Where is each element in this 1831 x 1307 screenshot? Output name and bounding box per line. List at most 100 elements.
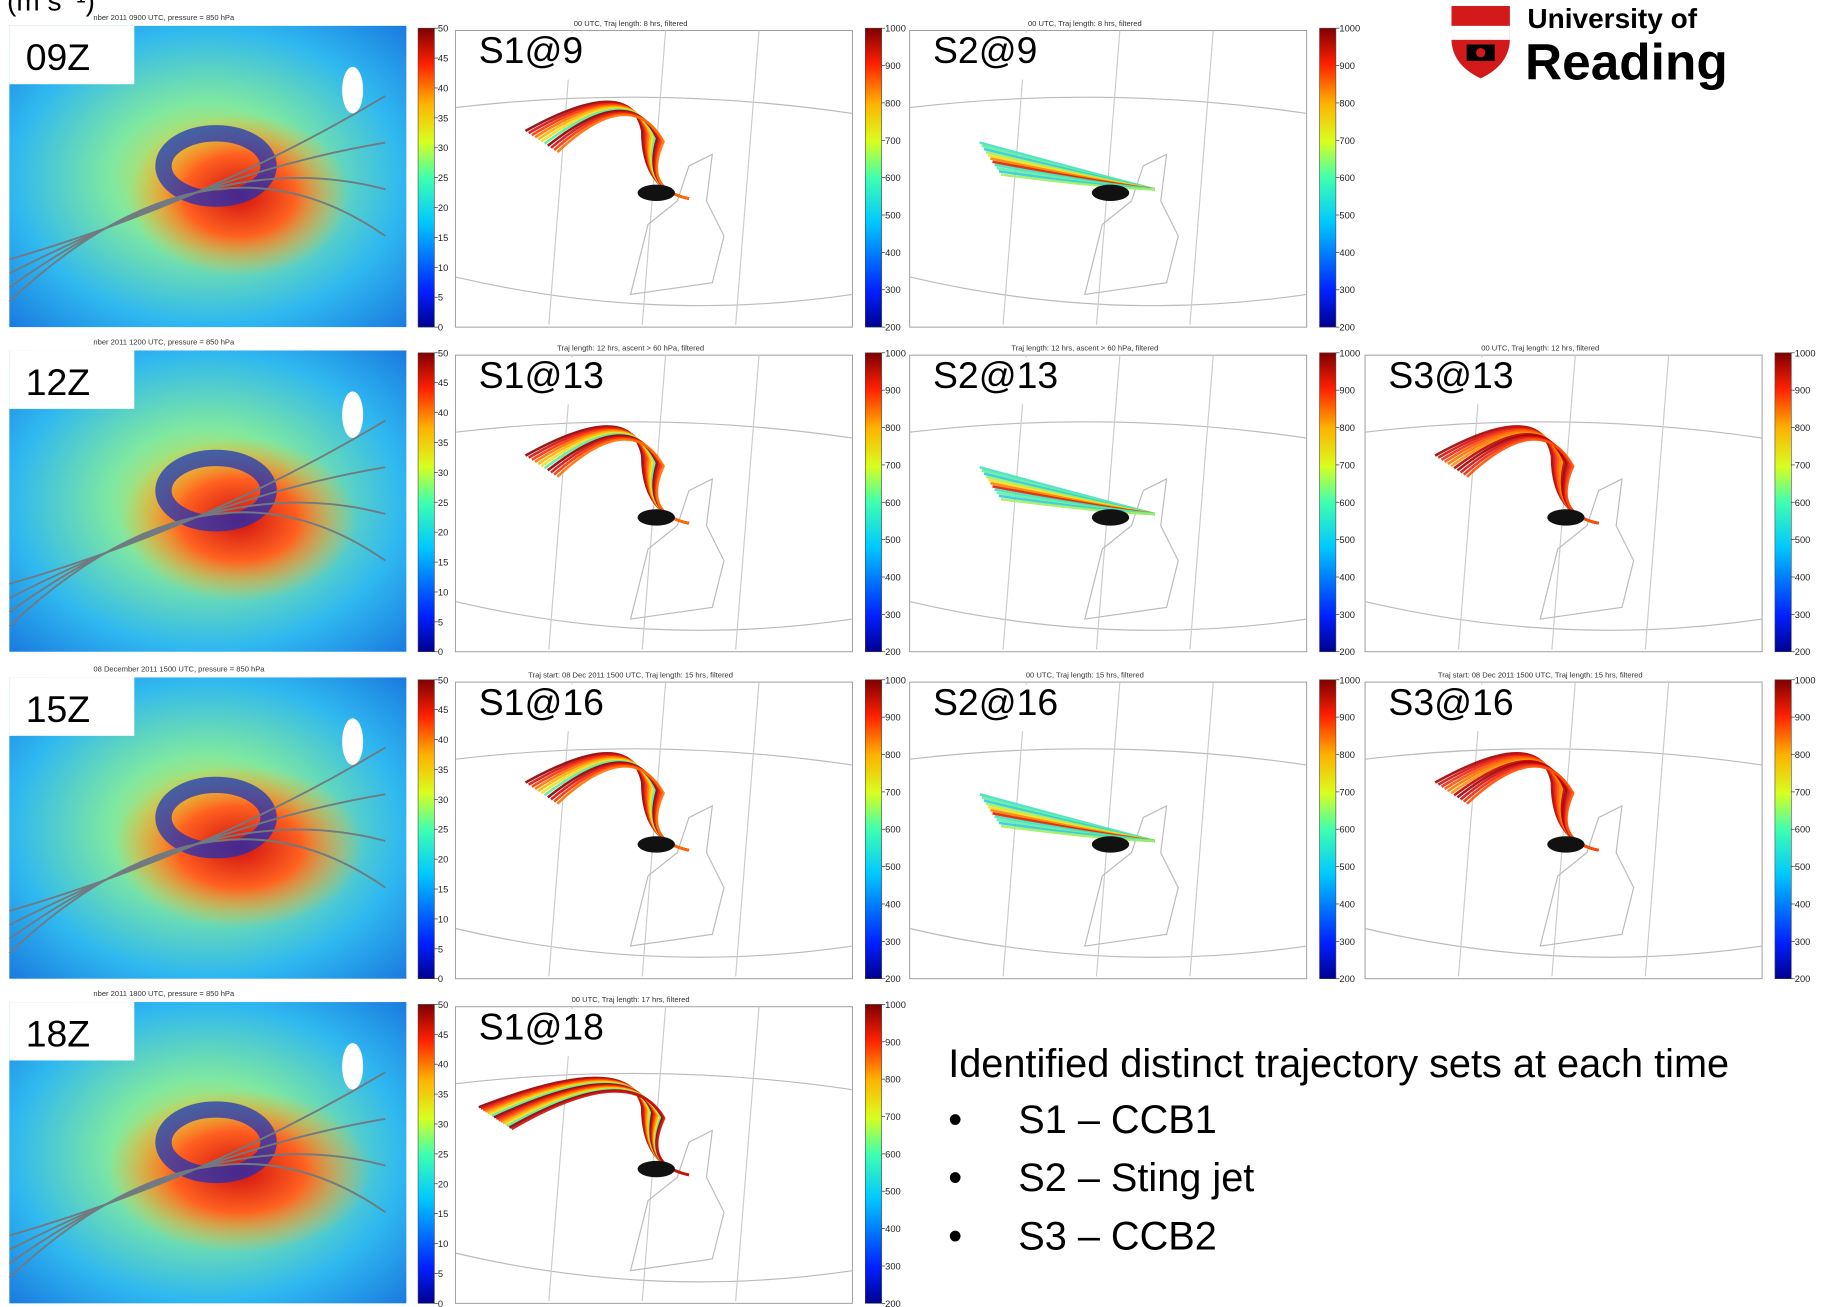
colorbar-tick-label: 500 — [885, 211, 901, 221]
colorbar-tick-label: 35 — [438, 113, 448, 123]
colorbar-tick-label: 300 — [885, 1261, 901, 1271]
map-caption: nber 2011 1800 UTC, pressure = 850 hPa — [93, 989, 235, 998]
notes-heading: Identified distinct trajectory sets at e… — [948, 1042, 1729, 1086]
colorbar — [1775, 680, 1791, 979]
colorbar — [865, 353, 881, 652]
colorbar-tick-label: 20 — [438, 203, 448, 213]
colorbar-tick-label: 400 — [885, 573, 901, 583]
note-item: S3 – CCB2 — [1018, 1215, 1217, 1259]
colorbar-tick-label: 30 — [438, 1119, 448, 1129]
colorbar-tick-label: 400 — [1795, 899, 1811, 909]
panel-caption: 00 UTC, Traj length: 15 hrs, filtered — [1026, 670, 1144, 679]
colorbar-tick-label: 300 — [885, 285, 901, 295]
colorbar-tick-label: 5 — [438, 293, 443, 303]
logo-rose — [1476, 48, 1485, 57]
colorbar-tick-label: 1000 — [885, 1000, 906, 1010]
panel-caption: Traj length: 12 hrs, ascent > 60 hPa, fi… — [1011, 343, 1158, 352]
start-region — [1547, 836, 1584, 852]
colorbar-tick-label: 900 — [1339, 386, 1355, 396]
colorbar-tick-label: 800 — [885, 1075, 901, 1085]
start-region — [1092, 509, 1129, 525]
colorbar-tick-label: 1000 — [1339, 24, 1360, 34]
colorbar-tick-label: 600 — [885, 498, 901, 508]
panel-label: S1@18 — [479, 1005, 604, 1047]
colorbar-tick-label: 500 — [1339, 862, 1355, 872]
colorbar-tick-label: 50 — [438, 348, 448, 358]
colorbar — [865, 680, 881, 979]
colorbar-tick-label: 40 — [438, 735, 448, 745]
colorbar-tick-label: 25 — [438, 498, 448, 508]
colorbar-tick-label: 900 — [885, 713, 901, 723]
colorbar-tick-label: 700 — [885, 460, 901, 470]
colorbar-tick-label: 45 — [438, 1030, 448, 1040]
colorbar-tick-label: 15 — [438, 558, 448, 568]
colorbar-tick-label: 15 — [438, 233, 448, 243]
colorbar-tick-label: 900 — [885, 386, 901, 396]
colorbar-tick-label: 1000 — [1795, 348, 1816, 358]
colorbar-tick-label: 0 — [438, 1299, 443, 1307]
start-region — [1547, 509, 1584, 525]
colorbar-tick-label: 300 — [885, 610, 901, 620]
colorbar-tick-label: 10 — [438, 587, 448, 597]
colorbar — [1775, 353, 1791, 652]
colorbar — [865, 1004, 881, 1303]
unit-label: (m s⁻¹) — [7, 0, 95, 17]
panel-caption: 00 UTC, Traj length: 17 hrs, filtered — [572, 995, 690, 1004]
colorbar-tick-label: 10 — [438, 263, 448, 273]
bullet: • — [948, 1098, 962, 1142]
colorbar — [418, 1004, 434, 1303]
colorbar-tick-label: 30 — [438, 795, 448, 805]
start-region — [1092, 836, 1129, 852]
note-item: S2 – Sting jet — [1018, 1156, 1254, 1200]
colorbar-tick-label: 50 — [438, 24, 448, 34]
colorbar — [1320, 353, 1336, 652]
colorbar-tick-label: 20 — [438, 528, 448, 538]
colorbar-tick-label: 700 — [1795, 460, 1811, 470]
map-caption: 08 December 2011 1500 UTC, pressure = 85… — [93, 665, 265, 674]
colorbar-tick-label: 15 — [438, 1209, 448, 1219]
colorbar-tick-label: 400 — [885, 1224, 901, 1234]
colorbar-tick-label: 200 — [1339, 974, 1355, 984]
logo-text: Reading — [1525, 33, 1728, 91]
colorbar-tick-label: 600 — [1795, 825, 1811, 835]
colorbar-tick-label: 500 — [1339, 211, 1355, 221]
colorbar-tick-label: 200 — [885, 974, 901, 984]
colorbar-tick-label: 200 — [1795, 974, 1811, 984]
snow-patch — [342, 718, 363, 765]
colorbar-tick-label: 300 — [1339, 285, 1355, 295]
snow-patch — [342, 1043, 363, 1090]
colorbar-tick-label: 5 — [438, 944, 443, 954]
colorbar-tick-label: 200 — [885, 323, 901, 333]
colorbar-tick-label: 25 — [438, 1149, 448, 1159]
colorbar-tick-label: 800 — [885, 98, 901, 108]
colorbar — [1320, 680, 1336, 979]
colorbar-tick-label: 800 — [885, 750, 901, 760]
colorbar-tick-label: 900 — [1795, 386, 1811, 396]
row: 18Znber 2011 1800 UTC, pressure = 850 hP… — [9, 989, 906, 1307]
colorbar-tick-label: 500 — [1795, 535, 1811, 545]
colorbar-tick-label: 35 — [438, 765, 448, 775]
logo: University of Reading — [1451, 3, 1727, 90]
panel-label: S1@16 — [479, 681, 604, 723]
trajectory-panel: S1@16 Traj start: 08 Dec 2011 1500 UTC, T… — [455, 670, 905, 984]
colorbar-tick-label: 20 — [438, 1179, 448, 1189]
colorbar-tick-label: 10 — [438, 914, 448, 924]
colorbar-tick-label: 800 — [1795, 750, 1811, 760]
colorbar-tick-label: 45 — [438, 378, 448, 388]
logo-band — [1451, 26, 1509, 40]
colorbar-tick-label: 500 — [885, 1187, 901, 1197]
panel-caption: Traj start: 08 Dec 2011 1500 UTC, Traj l… — [528, 670, 733, 679]
colorbar-tick-label: 700 — [1339, 787, 1355, 797]
colorbar-tick-label: 400 — [885, 899, 901, 909]
start-region — [638, 185, 675, 201]
colorbar — [418, 680, 434, 979]
colorbar-tick-label: 40 — [438, 83, 448, 93]
colorbar — [865, 28, 881, 327]
snow-patch — [342, 67, 363, 114]
colorbar — [418, 353, 434, 652]
colorbar-tick-label: 400 — [1339, 899, 1355, 909]
start-region — [638, 836, 675, 852]
colorbar-tick-label: 40 — [438, 1060, 448, 1070]
colorbar-tick-label: 600 — [1339, 498, 1355, 508]
colorbar-tick-label: 200 — [1339, 323, 1355, 333]
